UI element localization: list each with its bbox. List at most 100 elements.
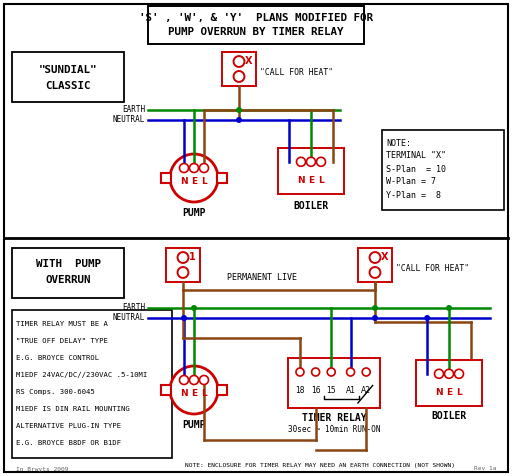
FancyBboxPatch shape [12,52,124,102]
Text: NEUTRAL: NEUTRAL [113,314,145,323]
Text: W-Plan = 7: W-Plan = 7 [386,178,436,187]
Circle shape [189,376,199,385]
Circle shape [296,157,306,166]
Circle shape [370,252,380,263]
FancyBboxPatch shape [4,4,508,472]
Text: "CALL FOR HEAT": "CALL FOR HEAT" [260,68,333,77]
Text: A1: A1 [346,386,355,395]
FancyBboxPatch shape [358,248,392,282]
Circle shape [178,252,188,263]
Text: N: N [180,389,188,398]
Text: L: L [456,387,462,397]
FancyBboxPatch shape [12,248,124,298]
Circle shape [180,376,188,385]
Text: NOTE:: NOTE: [386,139,411,148]
FancyBboxPatch shape [148,6,364,44]
FancyBboxPatch shape [166,248,200,282]
Text: E.G. BROYCE B8DF OR B1DF: E.G. BROYCE B8DF OR B1DF [16,440,121,446]
FancyBboxPatch shape [288,358,380,408]
FancyBboxPatch shape [382,130,504,210]
Text: N: N [297,176,305,185]
Text: M1EDF 24VAC/DC//230VAC .5-10MI: M1EDF 24VAC/DC//230VAC .5-10MI [16,372,147,378]
Circle shape [236,117,242,123]
Text: L: L [201,389,207,398]
Text: X: X [380,252,388,262]
Text: "SUNDIAL": "SUNDIAL" [39,65,97,75]
Text: 18: 18 [295,386,305,395]
Text: EARTH: EARTH [122,304,145,313]
Circle shape [347,368,354,376]
Text: E: E [308,176,314,185]
Text: TIMER RELAY: TIMER RELAY [302,413,366,423]
Circle shape [424,315,430,321]
Text: L: L [201,178,207,187]
Circle shape [307,157,315,166]
Text: N: N [435,387,443,397]
FancyBboxPatch shape [12,310,172,458]
Text: In Brwyts 2009: In Brwyts 2009 [16,466,69,472]
Text: E: E [446,387,452,397]
Circle shape [446,305,452,311]
Circle shape [180,163,188,172]
Text: NOTE: ENCLOSURE FOR TIMER RELAY MAY NEED AN EARTH CONNECTION (NOT SHOWN): NOTE: ENCLOSURE FOR TIMER RELAY MAY NEED… [185,463,455,467]
Text: ALTERNATIVE PLUG-IN TYPE: ALTERNATIVE PLUG-IN TYPE [16,423,121,429]
Text: E.G. BROYCE CONTROL: E.G. BROYCE CONTROL [16,355,99,361]
Text: M1EDF IS DIN RAIL MOUNTING: M1EDF IS DIN RAIL MOUNTING [16,406,130,412]
Circle shape [200,163,208,172]
Circle shape [316,157,326,166]
FancyBboxPatch shape [222,52,256,86]
FancyBboxPatch shape [161,385,171,395]
Text: TIMER RELAY MUST BE A: TIMER RELAY MUST BE A [16,321,108,327]
Text: Y-Plan =  8: Y-Plan = 8 [386,190,441,199]
Text: 16: 16 [311,386,321,395]
Text: "TRUE OFF DELAY" TYPE: "TRUE OFF DELAY" TYPE [16,338,108,344]
Circle shape [189,163,199,172]
Text: WITH  PUMP: WITH PUMP [35,259,100,269]
Circle shape [170,366,218,414]
Text: 30sec ~ 10min RUN-ON: 30sec ~ 10min RUN-ON [288,426,380,435]
Text: 15: 15 [327,386,336,395]
Circle shape [233,71,244,82]
Text: PUMP OVERRUN BY TIMER RELAY: PUMP OVERRUN BY TIMER RELAY [168,27,344,37]
Text: 'S' , 'W', & 'Y'  PLANS MODIFIED FOR: 'S' , 'W', & 'Y' PLANS MODIFIED FOR [139,13,373,23]
Text: "CALL FOR HEAT": "CALL FOR HEAT" [396,264,469,273]
FancyBboxPatch shape [161,173,171,183]
Circle shape [181,315,187,321]
Text: N: N [180,178,188,187]
Text: TERMINAL "X": TERMINAL "X" [386,151,446,160]
Circle shape [362,368,370,376]
Text: L: L [318,176,324,185]
Text: PUMP: PUMP [182,420,206,430]
Text: E: E [191,389,197,398]
Circle shape [444,369,454,378]
Circle shape [178,267,188,278]
Circle shape [236,107,242,113]
Text: BOILER: BOILER [293,201,329,211]
FancyBboxPatch shape [278,148,344,194]
Text: E: E [191,178,197,187]
Text: CLASSIC: CLASSIC [45,81,91,91]
Circle shape [200,376,208,385]
Circle shape [191,305,197,311]
Circle shape [372,305,378,311]
Text: PUMP: PUMP [182,208,206,218]
FancyBboxPatch shape [217,385,227,395]
Circle shape [372,315,378,321]
Text: PERMANENT LIVE: PERMANENT LIVE [227,274,297,282]
Text: S-Plan  = 10: S-Plan = 10 [386,165,446,173]
Circle shape [455,369,463,378]
Circle shape [370,267,380,278]
Circle shape [170,154,218,202]
Text: Rev 1a: Rev 1a [474,466,496,472]
FancyBboxPatch shape [217,173,227,183]
Text: OVERRUN: OVERRUN [45,275,91,285]
Text: X: X [245,56,252,66]
Circle shape [435,369,443,378]
Text: NEUTRAL: NEUTRAL [113,116,145,125]
FancyBboxPatch shape [416,360,482,406]
Text: 1: 1 [189,252,196,262]
Circle shape [296,368,304,376]
Text: A2: A2 [361,386,371,395]
Text: RS Comps. 300-6045: RS Comps. 300-6045 [16,389,95,395]
Circle shape [327,368,335,376]
